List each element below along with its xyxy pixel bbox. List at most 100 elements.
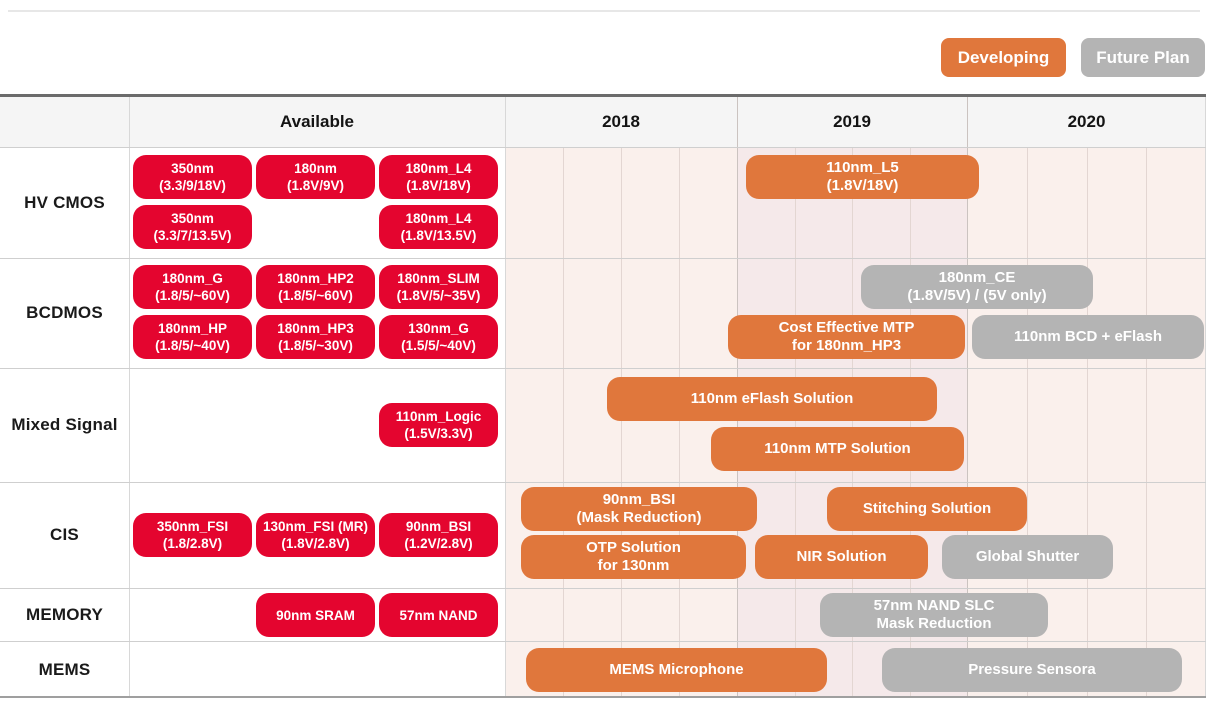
roadmap-pill: OTP Solution for 130nm [521,535,746,579]
pill-label-line: 180nm_HP3 [277,321,354,336]
gridline-quarter [563,147,564,698]
pill-label-line: 180nm_G [162,271,223,286]
pill-label-line: (1.2V/2.8V) [404,536,473,551]
roadmap-pill: 57nm NAND [379,593,498,637]
pill-label-line: (1.5/5/~40V) [401,338,476,353]
roadmap-pill: 180nm_HP2 (1.8/5/~60V) [256,265,375,309]
pill-label-line: (1.8V/5/~35V) [396,288,481,303]
pill-label-line: 110nm eFlash Solution [690,390,854,407]
pill-label-line: OTP Solution [586,539,681,556]
pill-label-line: (1.8V/18V) [406,178,471,193]
gridline-quarter [1146,147,1147,698]
pill-label-line: 180nm_HP2 [277,271,354,286]
roadmap-pill: MEMS Microphone [526,648,827,692]
pill-label-line: Global Shutter [975,548,1080,565]
row-separator [0,641,1206,642]
pill-label-line: (1.8V/18V) [826,177,899,194]
legend-future-plan-chip: Future Plan [1081,38,1205,77]
row-label-cis: CIS [50,525,79,544]
roadmap-pill: Pressure Sensora [882,648,1182,692]
gridline-year-boundary [967,97,968,698]
column-separator [129,97,130,698]
gridline-quarter [679,147,680,698]
pill-label-line: (1.8/2.8V) [162,536,223,551]
pill-label-line: 110nm_Logic [395,409,482,424]
pill-label-line: (3.3/9/18V) [159,178,226,193]
roadmap-pill: 180nm (1.8V/9V) [256,155,375,199]
pill-label-line: 110nm_L5 [826,159,899,176]
row-separator [0,258,1206,259]
row-label-memory: MEMORY [25,604,104,624]
pill-label-line: (1.8V/2.8V) [281,536,350,551]
roadmap-pill: 350nm (3.3/9/18V) [133,155,252,199]
gridline-quarter [795,147,796,698]
row-separator [0,588,1206,589]
row-separator [0,368,1206,369]
gridline-quarter [621,147,622,698]
table-bottom-border [0,696,1206,698]
pill-label-line: (1.8V/13.5V) [400,228,477,243]
roadmap-pill: 90nm SRAM [256,593,375,637]
roadmap-pill: 350nm_FSI (1.8/2.8V) [133,513,252,557]
row-separator [0,482,1206,483]
roadmap-pill: 180nm_HP3 (1.8/5/~30V) [256,315,375,359]
roadmap-pill: 90nm_BSI (1.2V/2.8V) [379,513,498,557]
column-separator [505,97,506,698]
pill-label-line: Stitching Solution [862,500,992,517]
pill-label-line: 110nm MTP Solution [764,440,911,457]
pill-label-line: (Mask Reduction) [576,509,702,526]
pill-label-line: 350nm [171,211,214,226]
row-label-mems: MEMS [38,659,91,679]
gridline-quarter [1027,147,1028,698]
gridline-quarter [852,147,853,698]
pill-label-line: MEMS Microphone [609,661,744,678]
table-header-background [0,97,1206,147]
pill-label-line: Pressure Sensora [968,661,1096,678]
pill-label-line: 180nm_L4 [405,211,472,226]
pill-label-line: (1.8/5/~60V) [155,288,230,303]
pill-label-line: 57nm NAND [399,607,478,623]
pill-label-line: (1.8V/9V) [286,178,345,193]
pill-label-line: 57nm NAND SLC [873,597,995,614]
gridline-quarter [1087,147,1088,698]
roadmap-pill: 180nm_L4 (1.8V/13.5V) [379,205,498,249]
column-header-2019: 2019 [833,112,871,131]
pill-label-line: (1.5V/3.3V) [404,426,473,441]
pill-label-line: 180nm_CE [938,269,1016,286]
pill-label-line: Mask Reduction [876,615,992,632]
legend-developing-chip: Developing [941,38,1066,77]
roadmap-pill: Stitching Solution [827,487,1027,531]
column-header-available: Available [279,112,355,131]
roadmap-pill: 110nm MTP Solution [711,427,964,471]
pill-label-line: (1.8/5/~30V) [278,338,353,353]
row-label-hv-cmos: HV CMOS [24,192,105,212]
roadmap-pill: 180nm_G (1.8/5/~60V) [133,265,252,309]
roadmap-pill: 90nm_BSI (Mask Reduction) [521,487,757,531]
pill-label-line: NIR Solution [796,548,887,565]
table-right-border [1205,97,1206,698]
table-top-border [0,94,1206,97]
column-header-2018: 2018 [602,112,640,131]
roadmap-pill: 110nm eFlash Solution [607,377,937,421]
roadmap-pill: 57nm NAND SLC Mask Reduction [820,593,1048,637]
roadmap-pill: 350nm (3.3/7/13.5V) [133,205,252,249]
pill-label-line: for 130nm [597,557,670,574]
gridline-quarter [910,147,911,698]
pill-label-line: Cost Effective MTP [778,319,915,336]
roadmap-pill: 130nm_FSI (MR) (1.8V/2.8V) [256,513,375,557]
roadmap-pill: 180nm_HP (1.8/5/~40V) [133,315,252,359]
roadmap-pill: 110nm BCD + eFlash [972,315,1204,359]
pill-label-line: 180nm [294,161,337,176]
pill-label-line: 180nm_SLIM [397,271,480,286]
pill-label-line: 130nm_G [408,321,469,336]
roadmap-pill: 110nm_Logic (1.5V/3.3V) [379,403,498,447]
row-separator [0,147,1206,148]
pill-label-line: 350nm_FSI [156,519,229,534]
pill-label-line: 90nm SRAM [276,607,355,623]
pill-label-line: 90nm_BSI [602,491,676,508]
roadmap-pill: Cost Effective MTP for 180nm_HP3 [728,315,965,359]
roadmap-pill: NIR Solution [755,535,928,579]
roadmap-pill: 180nm_L4 (1.8V/18V) [379,155,498,199]
